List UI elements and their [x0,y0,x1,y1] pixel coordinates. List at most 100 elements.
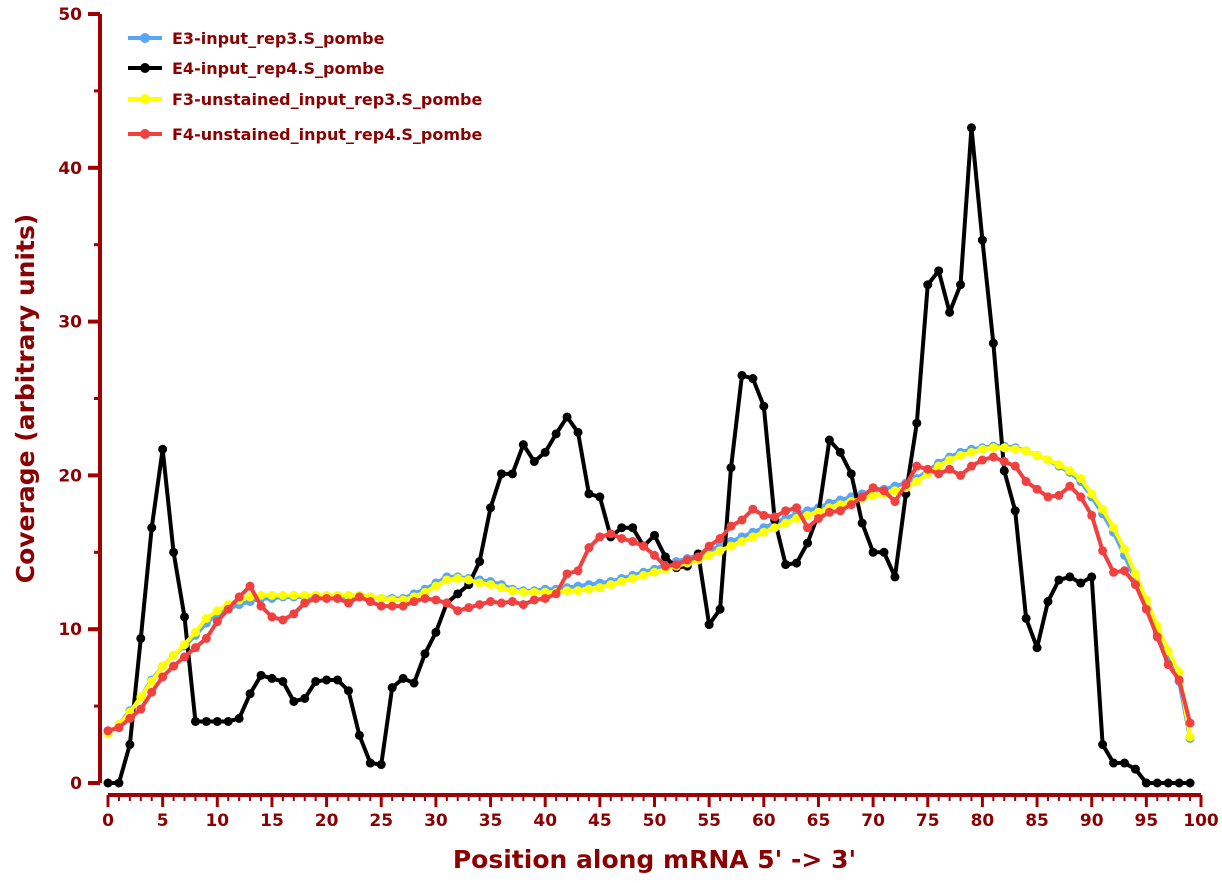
data-point [551,429,561,439]
data-point [748,504,758,514]
data-point [234,592,244,602]
data-point [442,575,452,585]
data-point [256,670,266,680]
data-point [158,661,168,671]
data-point [267,673,277,683]
data-point [966,461,976,471]
data-point [835,500,845,510]
data-point [201,613,211,623]
data-point [387,683,397,693]
data-point [442,598,452,608]
data-point [507,469,517,479]
data-point [420,587,430,597]
data-point [1054,575,1064,585]
data-point [934,461,944,471]
data-point [562,569,572,579]
data-point [354,592,364,602]
x-tick-label: 15 [260,811,284,831]
data-point [573,566,583,576]
data-point [333,675,343,685]
series-3 [103,452,1195,736]
data-point [1185,778,1195,788]
data-point [715,533,725,543]
y-tick-label: 40 [58,159,82,179]
data-point [431,581,441,591]
data-point [748,374,758,384]
data-point [158,444,168,454]
data-point [934,469,944,479]
data-point [781,518,791,528]
data-point [726,541,736,551]
data-point [169,661,179,671]
data-point [966,123,976,133]
data-point [1021,477,1031,487]
data-point [1141,778,1151,788]
data-point [890,486,900,496]
x-tick-label: 5 [157,811,169,831]
data-point [453,589,463,599]
x-tick-label: 45 [588,811,612,831]
data-point [1010,461,1020,471]
y-tick-label: 10 [58,620,82,640]
data-point [901,480,911,490]
y-tick-label: 50 [58,5,82,25]
data-point [584,543,594,553]
data-point [1076,578,1086,588]
data-point [169,650,179,660]
data-point [147,676,157,686]
data-point [256,601,266,611]
data-point [1076,492,1086,502]
data-point [518,587,528,597]
data-point [1032,643,1042,653]
x-tick-label: 60 [752,811,776,831]
data-point [1109,758,1119,768]
data-point [322,675,332,685]
legend-swatch-marker [140,33,150,43]
data-point [584,584,594,594]
data-point [704,550,714,560]
data-point [857,518,867,528]
data-point [923,464,933,474]
data-point [977,455,987,465]
series-layer [103,123,1195,788]
data-point [792,503,802,513]
x-tick-label: 90 [1080,811,1104,831]
data-point [245,689,255,699]
data-point [879,547,889,557]
data-point [704,620,714,630]
data-point [1152,632,1162,642]
data-point [945,307,955,317]
data-point [136,692,146,702]
data-point [1076,473,1086,483]
data-point [617,577,627,587]
data-point [868,483,878,493]
data-point [1109,523,1119,533]
data-point [169,547,179,557]
axes: 0 10 20 30 40 50 0 5 10 15 20 25 30 35 40 45 50 55 60 65 70 7… [58,5,1219,831]
data-point [475,578,485,588]
x-tick-label: 10 [205,811,229,831]
data-point [715,604,725,614]
data-point [398,673,408,683]
legend-label: F3-unstained_input_rep3.S_pombe [172,90,483,109]
data-point [595,583,605,593]
data-point [726,463,736,473]
data-point [245,592,255,602]
y-tick-label: 20 [58,466,82,486]
x-tick-label: 65 [807,811,831,831]
data-point [966,447,976,457]
data-point [737,515,747,525]
x-tick-label: 55 [697,811,721,831]
data-point [813,513,823,523]
legend: E3-input_rep3.S_pombe E4-input_rep4.S_pom… [128,29,483,144]
data-point [387,601,397,611]
data-point [1098,546,1108,556]
data-point [759,510,769,520]
data-point [1098,740,1108,750]
data-point [1010,506,1020,516]
data-point [813,507,823,517]
y-tick-label: 30 [58,313,82,333]
data-point [977,235,987,245]
data-point [846,469,856,479]
data-point [693,552,703,562]
